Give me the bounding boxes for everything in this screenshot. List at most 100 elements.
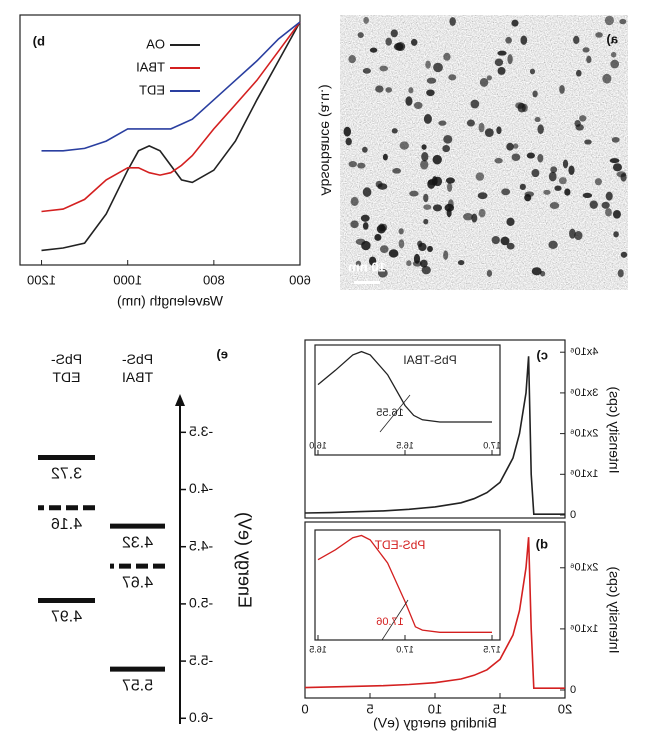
- nanoparticle: [385, 37, 392, 46]
- data-line: [304, 356, 565, 515]
- x-tick-label: 5: [366, 701, 373, 716]
- x-tick-label: 17.5: [483, 644, 501, 654]
- nanoparticle: [617, 269, 624, 278]
- y-tick-label: -4.0: [189, 480, 213, 496]
- nanoparticle: [548, 171, 557, 182]
- nanoparticle: [531, 168, 540, 178]
- nanoparticle: [532, 90, 538, 98]
- nanoparticle: [425, 60, 431, 69]
- data-line: [304, 537, 565, 689]
- nanoparticle: [447, 182, 453, 193]
- panel-label: d): [536, 536, 548, 551]
- x-tick-label: 10: [428, 701, 442, 716]
- nanoparticle: [426, 89, 435, 97]
- nanoparticle: [457, 259, 465, 266]
- nanoparticle: [433, 62, 443, 73]
- nanoparticle: [427, 245, 433, 252]
- nanoparticle: [393, 42, 404, 51]
- nanoparticle: [405, 96, 413, 106]
- y-axis-label: Intensity (cps): [606, 566, 622, 653]
- y-tick-label: -5.5: [189, 652, 213, 668]
- x-tick-label: 1200: [27, 272, 56, 287]
- data-line: [41, 21, 301, 213]
- nanoparticle: [355, 260, 362, 267]
- nanoparticle: [584, 139, 592, 145]
- nanoparticle: [610, 51, 617, 58]
- nanoparticle: [390, 29, 398, 38]
- nanoparticle: [478, 122, 485, 133]
- nanoparticle: [399, 141, 409, 150]
- nanoparticle: [511, 19, 519, 27]
- nanoparticle: [421, 265, 431, 275]
- nanoparticle: [543, 189, 551, 195]
- nanoparticle: [501, 188, 511, 196]
- level-label: 4.16: [51, 516, 82, 533]
- nanoparticle: [423, 204, 432, 210]
- level-label: 4.97: [51, 609, 82, 626]
- nanoparticle: [348, 160, 357, 168]
- nanoparticle: [582, 47, 590, 53]
- nanoparticle: [519, 183, 526, 190]
- column-header: PbS-EDT: [51, 351, 82, 385]
- nanoparticle: [500, 236, 510, 246]
- y-axis-label: Energy (eV): [234, 512, 254, 608]
- nanoparticle: [413, 101, 423, 109]
- nanoparticle: [475, 172, 485, 181]
- x-tick-label: 16.5: [309, 644, 327, 654]
- nanoparticle: [478, 208, 486, 218]
- nanoparticle: [442, 144, 451, 153]
- nanoparticle: [568, 165, 575, 175]
- tangent: [379, 394, 411, 433]
- nanoparticle: [377, 183, 388, 190]
- nanoparticle: [550, 166, 558, 173]
- nanoparticle: [605, 191, 613, 201]
- nanoparticle: [350, 220, 359, 229]
- nanoparticle: [463, 213, 473, 221]
- x-tick-label: 600: [289, 272, 311, 287]
- nanoparticle: [423, 193, 429, 203]
- nanoparticle: [413, 253, 421, 264]
- x-tick-label: 1000: [113, 272, 142, 287]
- nanoparticle: [526, 152, 535, 159]
- x-tick-label: 17.0: [396, 644, 414, 654]
- y-tick-label: 4x10⁶: [570, 346, 598, 358]
- y-tick-label: 3x10⁶: [570, 387, 598, 399]
- x-tick-label: 16.0: [309, 440, 327, 450]
- nanoparticle: [609, 158, 620, 164]
- x-tick-label: 17.0: [483, 440, 501, 450]
- nanoparticle: [357, 32, 364, 38]
- nanoparticle: [355, 238, 366, 245]
- nanoparticle: [619, 18, 627, 25]
- nanoparticle: [360, 214, 370, 222]
- inset-frame: [314, 344, 501, 456]
- nanoparticle: [511, 153, 521, 162]
- nanoparticle: [398, 228, 404, 235]
- nanoparticle: [350, 196, 359, 206]
- x-tick-label: 16.5: [396, 440, 414, 450]
- scale-bar-label: 10 nm: [348, 259, 386, 274]
- nanoparticle: [595, 32, 603, 38]
- level-label: 4.67: [122, 574, 153, 591]
- data-line: [41, 21, 301, 152]
- nanoparticles: [343, 15, 628, 278]
- data-line: [317, 534, 492, 633]
- data-line: [317, 350, 492, 423]
- nanoparticle: [505, 36, 512, 44]
- y-tick-label: 0: [570, 684, 576, 696]
- nanoparticle: [574, 231, 583, 241]
- nanoparticle: [604, 15, 614, 26]
- y-tick-label: -4.5: [189, 537, 213, 553]
- nanoparticle: [438, 120, 447, 126]
- nanoparticle: [443, 52, 451, 61]
- nanoparticle: [540, 270, 546, 277]
- nanoparticle: [612, 209, 621, 219]
- annotation: 17.06: [376, 616, 404, 628]
- nanoparticle: [378, 223, 385, 232]
- y-tick-label: 2x10⁶: [570, 428, 598, 440]
- data-line: [41, 21, 301, 252]
- nanoparticle: [601, 201, 610, 209]
- nanoparticle: [443, 135, 453, 144]
- level-label: 4.32: [122, 534, 153, 551]
- panel-label: e): [216, 346, 228, 361]
